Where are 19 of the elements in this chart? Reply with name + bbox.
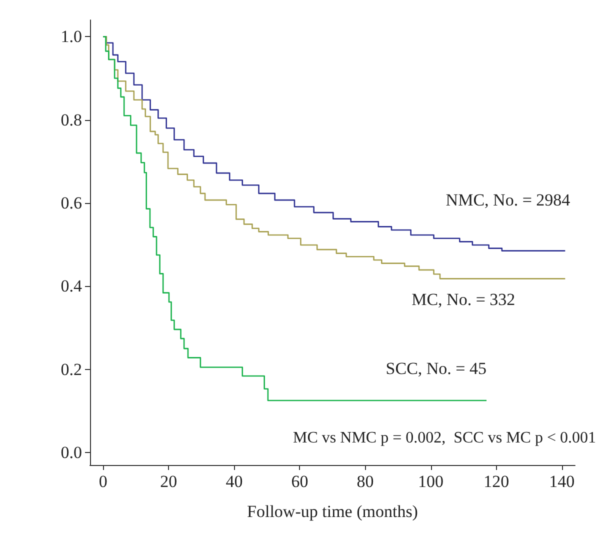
y-tick-label: 0.8	[60, 110, 82, 130]
y-tick-label: 1.0	[60, 27, 82, 46]
x-axis-title: Follow-up time (months)	[247, 502, 418, 521]
x-tick-label: 100	[418, 472, 444, 491]
series-label: SCC, No. = 45	[386, 359, 487, 378]
y-tick-label: 0.4	[60, 276, 82, 296]
x-tick-label: 40	[226, 472, 243, 491]
series-label: NMC, No. = 2984	[446, 190, 571, 210]
x-tick-label: 80	[356, 472, 374, 491]
x-tick-label: 20	[160, 472, 178, 491]
x-tick-label: 0	[98, 472, 108, 491]
x-tick-label: 120	[484, 472, 510, 491]
y-tick-label: 0.6	[60, 193, 82, 212]
y-tick-label: 0.0	[60, 443, 82, 462]
y-tick-label: 0.2	[60, 360, 82, 379]
x-tick-label: 60	[291, 472, 308, 491]
x-tick-label: 140	[549, 472, 575, 491]
series-label: MC, No. = 332	[412, 290, 516, 310]
annotation: MC vs NMC p = 0.002, SCC vs MC p < 0.001	[293, 430, 596, 446]
